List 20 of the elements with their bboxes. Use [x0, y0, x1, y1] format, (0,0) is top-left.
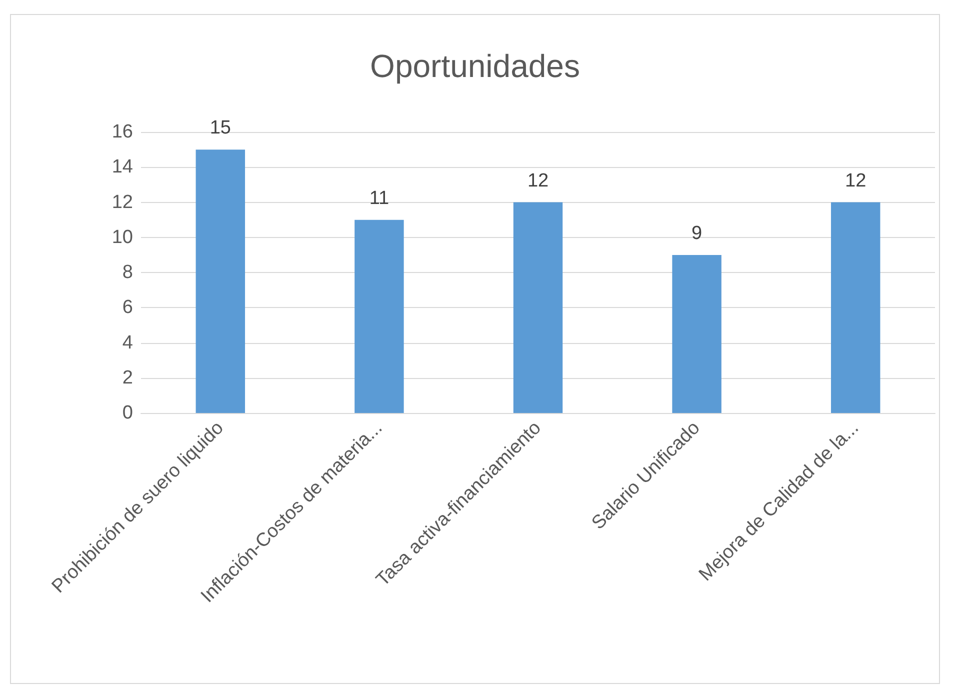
- y-tick-label: 4: [122, 332, 134, 354]
- y-tick-label: 2: [122, 367, 133, 388]
- y-tick-label: 12: [112, 192, 133, 213]
- y-tick-label: 0: [122, 402, 133, 424]
- y-tick-label: 10: [112, 226, 133, 248]
- bar: [513, 202, 563, 413]
- y-tick-label: 6: [122, 297, 133, 318]
- data-label: 12: [527, 170, 549, 192]
- y-tick-label: 16: [112, 122, 133, 142]
- bar: [354, 220, 404, 413]
- data-label: 12: [845, 170, 866, 192]
- data-label: 9: [692, 222, 702, 244]
- bar: [196, 150, 246, 413]
- y-tick-label: 8: [122, 262, 133, 283]
- bar: [830, 202, 880, 413]
- data-label: 15: [210, 118, 231, 139]
- data-label: 11: [369, 188, 390, 209]
- bar: [672, 254, 722, 413]
- chart-title: Oportunidades: [370, 48, 580, 84]
- y-tick-label: 14: [112, 156, 134, 178]
